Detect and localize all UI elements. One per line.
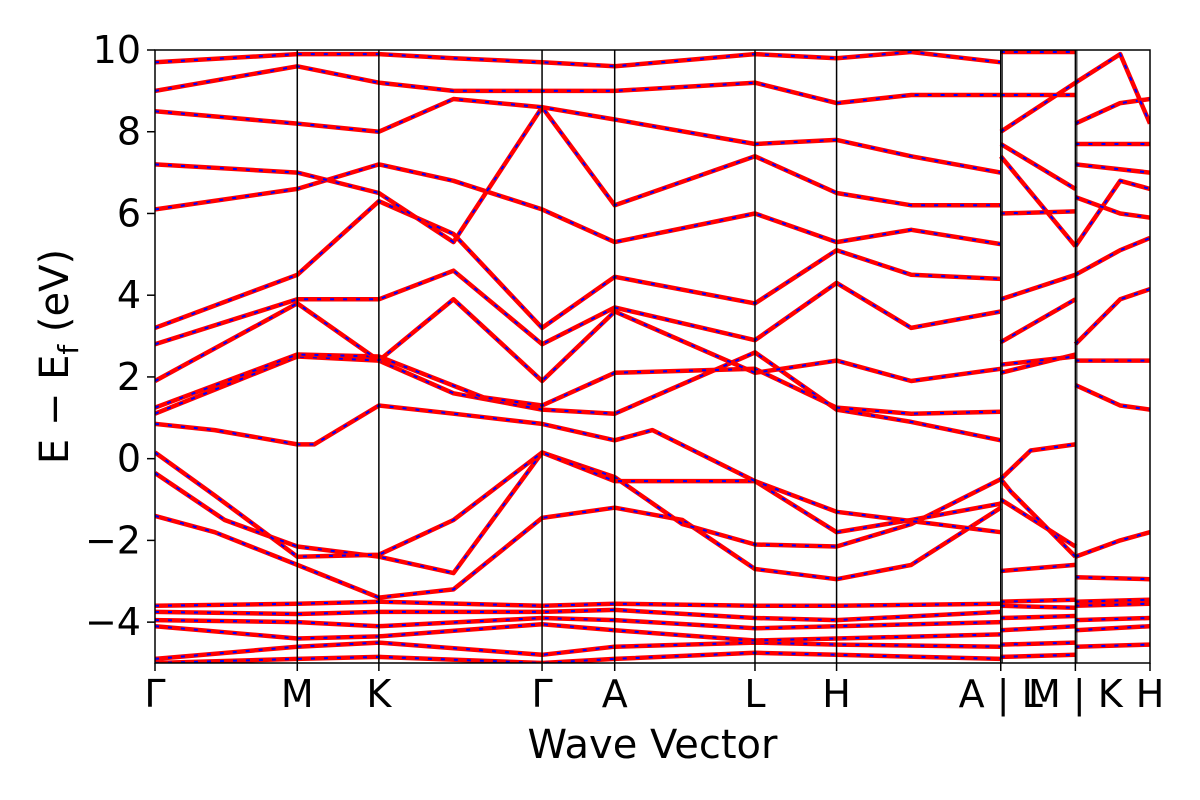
band-line-dashed-10 bbox=[155, 351, 1002, 442]
band-line-23 bbox=[1000, 613, 1076, 621]
band-line-14 bbox=[155, 198, 1001, 331]
band-line-dashed-2 bbox=[155, 623, 1001, 642]
band-line-dashed-15 bbox=[155, 163, 1001, 246]
band-line-31 bbox=[1000, 354, 1076, 367]
band-line-22 bbox=[1000, 623, 1076, 633]
band-line-53 bbox=[1075, 162, 1150, 175]
x-tick-label-2: K bbox=[366, 672, 392, 716]
band-line-6 bbox=[155, 505, 1003, 600]
x-tick-label-7: A | L bbox=[959, 672, 1043, 717]
band-line-18 bbox=[155, 64, 1001, 106]
band-line-3 bbox=[155, 615, 1001, 631]
band-line-41 bbox=[1075, 623, 1150, 633]
band-line-dashed-17 bbox=[155, 97, 1001, 174]
y-axis-label-subscript: f bbox=[52, 344, 85, 355]
band-line-4 bbox=[155, 607, 1001, 623]
band-line-42 bbox=[1075, 615, 1150, 623]
band-line-dashed-19 bbox=[155, 50, 1001, 68]
x-tick-label-3: Γ bbox=[531, 672, 552, 716]
x-tick-label-1: M bbox=[281, 672, 314, 716]
band-line-52 bbox=[1074, 194, 1150, 220]
y-tick-label-3: 2 bbox=[117, 355, 141, 399]
x-tick-label-9: H bbox=[1136, 672, 1165, 716]
band-line-10 bbox=[155, 350, 1002, 443]
band-line-26 bbox=[1000, 562, 1076, 574]
band-line-dashed-35 bbox=[1000, 143, 1076, 190]
y-tick-label-1: −2 bbox=[85, 518, 141, 562]
x-tick-label-0: Γ bbox=[144, 672, 165, 716]
band-line-29 bbox=[999, 442, 1076, 481]
bands-layer bbox=[155, 50, 1150, 663]
band-line-dashed-37 bbox=[1000, 81, 1076, 133]
x-axis-label: Wave Vector bbox=[528, 722, 779, 768]
band-line-dashed-52 bbox=[1075, 196, 1150, 219]
band-line-20 bbox=[1000, 652, 1076, 660]
plot-frame bbox=[154, 49, 1151, 664]
y-tick-label-5: 6 bbox=[117, 191, 141, 235]
band-line-dashed-27 bbox=[1000, 498, 1076, 548]
band-line-dashed-1 bbox=[155, 641, 1001, 660]
y-tick-label-2: 0 bbox=[117, 437, 141, 481]
band-line-16 bbox=[155, 104, 1001, 245]
band-line-24 bbox=[1000, 603, 1076, 611]
band-line-56 bbox=[1074, 51, 1150, 125]
band-line-40 bbox=[1075, 642, 1150, 649]
band-line-dashed-6 bbox=[155, 506, 1002, 599]
band-line-dashed-55 bbox=[1074, 98, 1150, 125]
band-line-dashed-32 bbox=[1000, 298, 1076, 344]
y-axis-label: E − Ef (eV) bbox=[32, 249, 85, 464]
band-line-dashed-16 bbox=[155, 105, 1001, 244]
band-line-32 bbox=[999, 297, 1077, 345]
band-line-50 bbox=[1074, 235, 1150, 277]
band-line-5 bbox=[155, 599, 1001, 609]
band-line-dashed-49 bbox=[1074, 384, 1150, 411]
band-line-dashed-12 bbox=[155, 297, 1001, 383]
y-axis-label-main: E − E bbox=[32, 355, 78, 465]
band-line-34 bbox=[1000, 209, 1076, 216]
band-line-19 bbox=[155, 50, 1002, 69]
high-symmetry-lines bbox=[296, 50, 1078, 663]
band-line-dashed-13 bbox=[155, 269, 1001, 346]
band-line-dashed-51 bbox=[1074, 179, 1150, 247]
band-line-21 bbox=[1000, 640, 1076, 647]
band-line-15 bbox=[155, 162, 1002, 247]
band-line-45 bbox=[1075, 574, 1150, 582]
band-line-dashed-29 bbox=[1000, 443, 1076, 480]
band-line-dashed-11 bbox=[155, 353, 1001, 415]
band-line-36 bbox=[999, 154, 1078, 248]
x-axis-ticks: Γ M K Γ A L H A | LM | K H bbox=[144, 663, 1164, 717]
x-tick-label-6: H bbox=[822, 672, 851, 716]
y-tick-label-6: 8 bbox=[117, 110, 141, 154]
y-tick-label-0: −4 bbox=[85, 600, 141, 644]
y-axis-label-unit: (eV) bbox=[32, 249, 78, 345]
band-line-dashed-33 bbox=[1000, 273, 1076, 301]
y-tick-label-4: 4 bbox=[117, 273, 141, 317]
band-line-44 bbox=[1075, 597, 1150, 604]
band-line-17 bbox=[155, 96, 1002, 175]
band-line-48 bbox=[1073, 286, 1150, 346]
y-axis-ticks: −4 −2 0 2 4 6 8 10 bbox=[85, 28, 155, 644]
x-tick-label-4: A bbox=[602, 672, 628, 716]
band-line-dashed-46 bbox=[1075, 531, 1150, 558]
x-tick-label-5: L bbox=[744, 672, 765, 716]
band-line-25 bbox=[1000, 597, 1076, 604]
y-tick-label-7: 10 bbox=[93, 28, 141, 72]
band-line-dashed-28 bbox=[1000, 478, 1077, 558]
band-line-43 bbox=[1075, 601, 1150, 609]
band-line-49 bbox=[1074, 383, 1150, 412]
x-tick-label-8: M | K bbox=[1028, 672, 1124, 717]
band-line-dashed-56 bbox=[1074, 52, 1150, 124]
band-line-0 bbox=[155, 650, 1001, 663]
band-line-9 bbox=[155, 403, 1002, 535]
